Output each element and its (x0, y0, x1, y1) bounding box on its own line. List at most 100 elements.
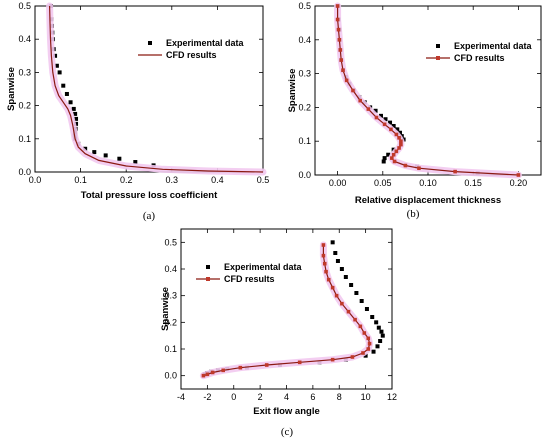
panel-caption: (c) (281, 426, 294, 438)
legend-label: CFD results (166, 50, 217, 60)
y-tick-label: 0.1 (164, 344, 177, 354)
cfd-point (453, 169, 457, 174)
cfd-point (390, 156, 394, 160)
experimental-point (349, 283, 354, 287)
cfd-point (238, 365, 243, 370)
legend: Experimental data CFD results (426, 41, 533, 63)
y-axis-label: Spanwise (160, 287, 171, 331)
cfd-point (346, 309, 351, 314)
cfd-point (397, 146, 401, 150)
cfd-line (49, 5, 264, 173)
experimental-point (54, 63, 59, 68)
experimental-point (386, 152, 391, 157)
y-tick-label: 0.3 (164, 291, 177, 301)
cfd-point (351, 88, 355, 93)
cfd-point (394, 149, 399, 154)
experimental-point (330, 240, 335, 245)
cfd-point (335, 4, 340, 8)
cfd-point (321, 253, 326, 258)
chart-c: -4 -2 0 2 4 6 8 10 12 0.0 0.1 0.2 0.3 0.4 0.5 Exit flow… (160, 228, 397, 438)
x-tick-label: 0.4 (211, 175, 224, 185)
cfd-point (362, 331, 367, 335)
cfd-point (389, 127, 393, 132)
cfd-point (399, 139, 403, 143)
cfd-point (397, 136, 401, 140)
chart-a: 0.0 0.1 0.2 0.3 0.4 0.5 0.0 0.1 0.2 0.3 0.4 0.5 Tota… (6, 1, 269, 222)
y-tick-label: 0.4 (18, 34, 31, 44)
y-tick-label: 0.3 (298, 69, 311, 79)
x-tick-label: 4 (284, 392, 289, 402)
legend-experimental-marker (436, 44, 440, 48)
experimental-point (379, 329, 384, 334)
cfd-point (336, 27, 341, 32)
y-axis-label: Spanwise (287, 69, 298, 113)
experimental-point (395, 127, 400, 132)
cfd-point (366, 347, 371, 351)
experimental-point (381, 159, 386, 164)
experimental-point (375, 344, 380, 349)
x-axis-label: Relative displacement thickness (355, 195, 501, 206)
legend: Experimental data CFD results (196, 262, 303, 284)
cfd-point (338, 48, 343, 52)
legend-label: Experimental data (454, 41, 533, 51)
experimental-point (92, 150, 97, 155)
experimental-point (376, 325, 381, 330)
x-tick-label: 0.0 (29, 175, 42, 185)
experimental-point (103, 153, 108, 158)
cfd-point (340, 301, 344, 306)
experimental-point (74, 121, 79, 126)
experimental-point (378, 339, 383, 343)
y-tick-label: 0.4 (298, 35, 311, 45)
y-tick-label: 0.1 (18, 134, 31, 144)
experimental-point (53, 53, 58, 58)
experimental-point (68, 100, 73, 105)
cfd-point (358, 98, 362, 103)
cfd-point (341, 68, 345, 73)
x-tick-label: 0.3 (166, 175, 179, 185)
experimental-point (343, 275, 348, 279)
cfd-point (382, 122, 387, 127)
cfd-point (339, 58, 344, 62)
experimental-point (380, 333, 385, 338)
experimental-point (335, 259, 340, 263)
legend-label: CFD results (224, 274, 275, 284)
experimental-point (133, 160, 138, 165)
cfd-point (361, 351, 365, 355)
cfd-point (399, 142, 403, 147)
cfd-point (264, 363, 269, 367)
legend-label: Experimental data (224, 262, 303, 272)
legend-experimental-marker (206, 265, 210, 269)
cfd-point (417, 166, 421, 171)
cfd-point (350, 355, 355, 359)
cfd-point (358, 324, 363, 329)
x-tick-label: -4 (177, 392, 185, 402)
experimental-point (364, 307, 369, 311)
cfd-point (516, 173, 521, 177)
experimental-point (388, 120, 393, 125)
experimental-point (373, 108, 378, 113)
y-tick-label: 0.1 (298, 136, 311, 146)
cfd-halo (46, 2, 267, 176)
x-axis-label: Total pressure loss coefficient (81, 190, 218, 201)
legend: Experimental data CFD results (138, 38, 245, 60)
x-tick-label: 0 (231, 392, 236, 402)
y-tick-label: 0.4 (164, 264, 177, 274)
experimental-point (61, 83, 66, 88)
experimental-point (374, 320, 379, 325)
y-axis-label: Spanwise (6, 67, 17, 111)
cfd-point (324, 269, 328, 274)
cfd-point (201, 373, 206, 378)
x-tick-label: 0.5 (257, 175, 270, 185)
experimental-point (339, 267, 344, 271)
y-tick-label: 0.5 (298, 1, 311, 11)
cfd-point (334, 293, 339, 298)
cfd-line (337, 6, 519, 176)
cfd-point (330, 285, 335, 290)
cfd-point (210, 370, 215, 375)
y-tick-label: 0.2 (18, 101, 31, 111)
legend-cfd-marker (436, 56, 440, 60)
legend-label: CFD results (454, 53, 505, 63)
cfd-point (322, 261, 327, 266)
cfd-point (344, 78, 349, 83)
experimental-point (71, 106, 76, 111)
